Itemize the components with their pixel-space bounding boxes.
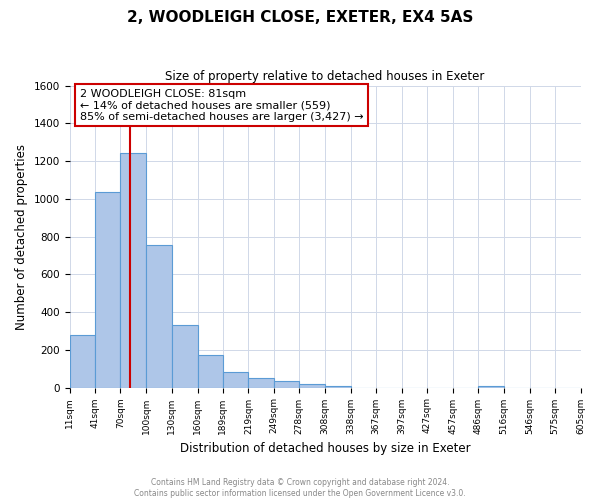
Bar <box>248 378 274 388</box>
Bar <box>198 354 223 388</box>
Bar <box>172 326 198 388</box>
Bar <box>146 245 172 388</box>
Bar <box>274 380 299 388</box>
Bar <box>478 386 504 388</box>
Bar <box>120 152 146 388</box>
X-axis label: Distribution of detached houses by size in Exeter: Distribution of detached houses by size … <box>180 442 470 455</box>
Bar <box>95 192 120 388</box>
Bar <box>70 334 95 388</box>
Text: 2 WOODLEIGH CLOSE: 81sqm
← 14% of detached houses are smaller (559)
85% of semi-: 2 WOODLEIGH CLOSE: 81sqm ← 14% of detach… <box>80 88 364 122</box>
Y-axis label: Number of detached properties: Number of detached properties <box>15 144 28 330</box>
Bar <box>325 386 351 388</box>
Text: Contains HM Land Registry data © Crown copyright and database right 2024.
Contai: Contains HM Land Registry data © Crown c… <box>134 478 466 498</box>
Title: Size of property relative to detached houses in Exeter: Size of property relative to detached ho… <box>166 70 485 83</box>
Text: 2, WOODLEIGH CLOSE, EXETER, EX4 5AS: 2, WOODLEIGH CLOSE, EXETER, EX4 5AS <box>127 10 473 25</box>
Bar <box>223 372 248 388</box>
Bar <box>299 384 325 388</box>
